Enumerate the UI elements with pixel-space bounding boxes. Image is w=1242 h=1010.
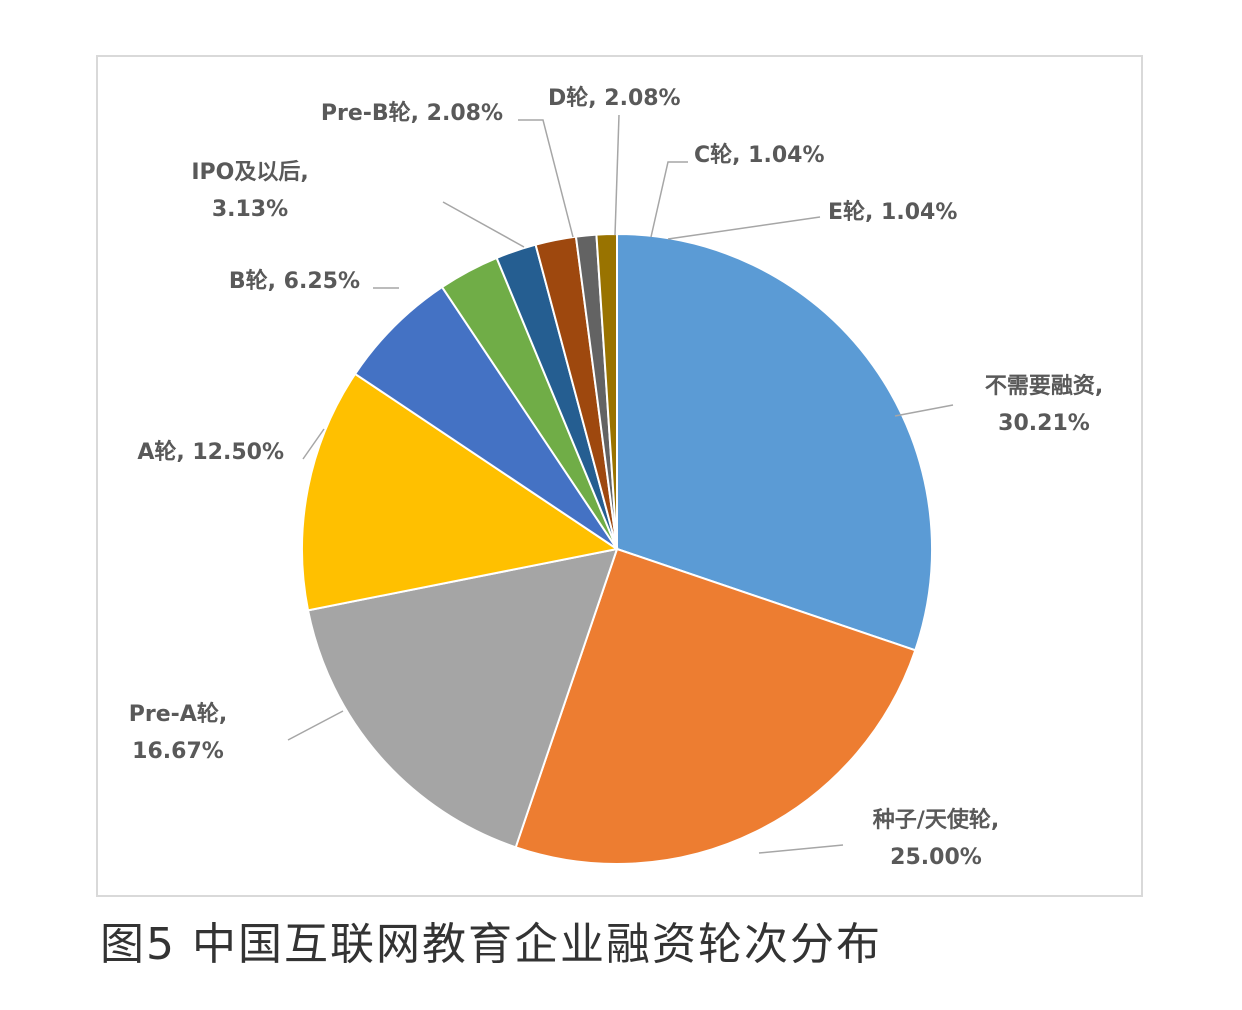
pie-slice [353,285,618,550]
leader-line [758,844,844,854]
leader-line [442,201,525,248]
data-label: Pre-B轮, 2.08% [321,100,503,126]
data-label: D轮, 2.08% [548,85,681,111]
data-label-category: Pre-A轮, [129,701,227,727]
data-label: IPO及以后, 3.13% [191,160,308,222]
leader-line [894,404,954,417]
leader-line [302,428,325,460]
data-label-category: 不需要融资, [985,374,1103,399]
pie-slice [301,372,620,612]
data-label: 种子/天使轮, 25.00% [873,807,999,870]
pie-slice [616,232,933,652]
pie-slice [306,547,619,849]
data-label-value: 25.00% [890,845,982,870]
leader-line [518,119,574,238]
data-label-value: 3.13% [212,197,288,222]
figure-caption: 图5 中国互联网教育企业融资轮次分布 [100,919,882,970]
leader-line [667,216,821,240]
data-label: 不需要融资, 30.21% [985,374,1103,436]
data-label: C轮, 1.04% [694,142,825,168]
data-label: E轮, 1.04% [828,199,957,225]
pie-slice [595,232,618,550]
leader-line [287,710,344,741]
pie-slice [514,547,917,865]
leader-line [650,161,688,238]
data-label: A轮, 12.50% [137,439,284,465]
data-label-value: 30.21% [998,411,1090,436]
data-label-value: 16.67% [132,739,224,764]
pie-chart: 不需要融资, 30.21% 种子/天使轮, 25.00% Pre-A轮, 16.67% A轮… [129,85,1103,870]
data-label-category: 种子/天使轮, [873,807,999,833]
data-label: Pre-A轮, 16.67% [129,701,227,764]
data-label-category: IPO及以后, [191,160,308,185]
leader-line [614,114,620,236]
chart-frame: 不需要融资, 30.21% 种子/天使轮, 25.00% Pre-A轮, 16.67% A轮… [96,55,1143,897]
data-label: B轮, 6.25% [229,268,360,294]
